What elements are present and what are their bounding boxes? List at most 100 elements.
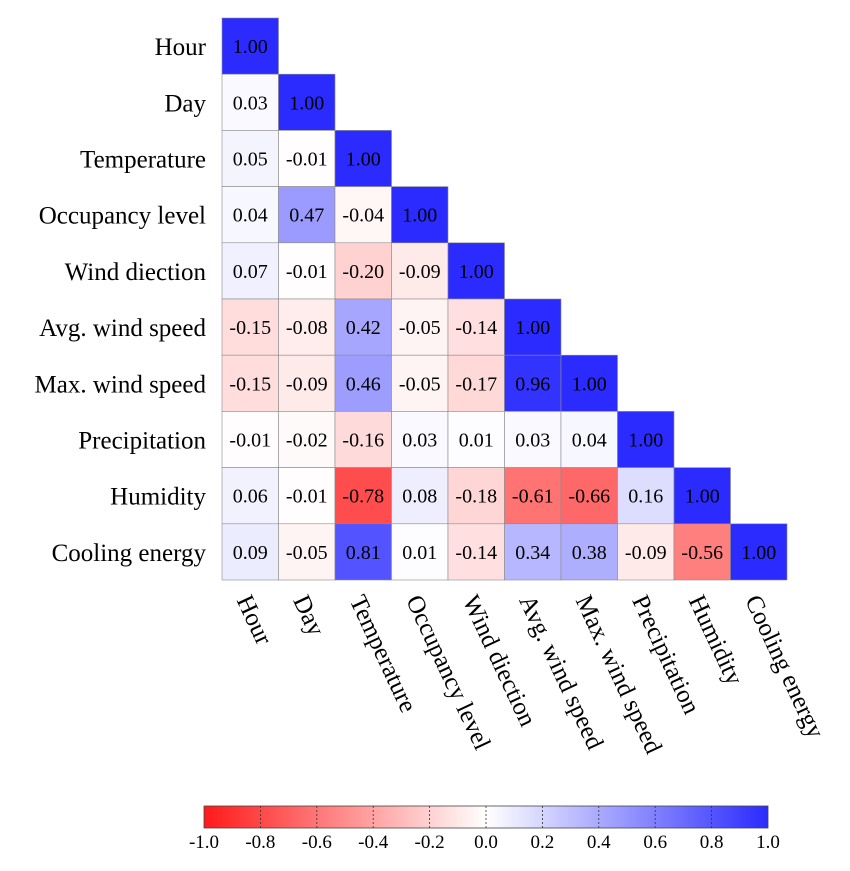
cell-value-label: 0.04	[572, 430, 607, 452]
cell-value-label: 0.96	[515, 373, 550, 395]
column-label: Hour	[231, 591, 277, 650]
cell-value-label: 0.05	[233, 149, 268, 171]
cell-value-label: 0.46	[346, 373, 381, 395]
cell-value-label: -0.14	[455, 317, 497, 339]
heatmap-cell	[221, 411, 279, 468]
colorbar-tick-label: -0.4	[358, 832, 389, 853]
cell-value-label: 0.38	[572, 542, 607, 564]
heatmap-cell	[278, 130, 336, 187]
cell-value-label: 0.09	[233, 542, 268, 564]
cell-value-label: -0.56	[681, 542, 723, 564]
row-label: Avg. wind speed	[39, 315, 206, 342]
row-label: Hour	[155, 34, 207, 61]
colorbar-tick-label: 0.0	[474, 832, 498, 853]
cell-value-label: 1.00	[628, 430, 663, 452]
cell-value-label: 0.03	[233, 92, 268, 114]
cell-value-label: -0.05	[286, 542, 328, 564]
cell-value-label: 1.00	[402, 205, 437, 227]
heatmap-cell	[278, 242, 336, 300]
colorbar-tick-label: -1.0	[189, 832, 219, 853]
colorbar-tick-label: -0.6	[302, 832, 332, 853]
heatmap-cell	[221, 298, 279, 356]
cell-value-label: -0.09	[625, 542, 667, 564]
heatmap-cell	[504, 298, 562, 356]
heatmap-cell	[221, 467, 279, 525]
colorbar-gradient	[203, 805, 769, 829]
heatmap-cell	[504, 354, 562, 412]
row-label: Day	[164, 90, 206, 117]
column-label: Humidity	[683, 591, 748, 690]
cell-value-label: -0.05	[399, 373, 441, 395]
cell-value-label: 1.00	[572, 373, 607, 395]
heatmap-cell	[221, 130, 279, 187]
cell-value-label: 0.07	[233, 261, 268, 283]
cell-value-label: -0.18	[455, 486, 497, 508]
heatmap-cell	[504, 523, 562, 581]
row-label: Humidity	[110, 484, 206, 511]
cell-value-label: -0.04	[342, 205, 384, 227]
heatmap-cell	[278, 73, 336, 131]
heatmap-cells: 1.00 0.03 1.00 0.05 -0.01 1.00 0.04 0.47 -0.04 1.…	[221, 17, 788, 581]
cell-value-label: 0.08	[402, 486, 437, 508]
heatmap-cell	[221, 73, 279, 131]
cell-value-label: -0.16	[342, 430, 384, 452]
colorbar-tick-label: 0.8	[700, 832, 724, 853]
cell-value-label: -0.09	[286, 373, 328, 395]
heatmap-cell	[334, 411, 392, 468]
column-label: Cooling energy	[739, 591, 829, 743]
cell-value-label: -0.78	[342, 486, 384, 508]
cell-value-label: 1.00	[233, 36, 268, 58]
row-labels: Hour Day Temperature Occupancy level Wind di…	[35, 34, 207, 567]
colorbar-tick-label: 0.6	[643, 832, 667, 853]
colorbar: -1.0 -0.8 -0.6 -0.4 -0.2 0.0 0.2 0.4 0.6 0.8 1.0	[189, 805, 780, 853]
cell-value-label: -0.66	[568, 486, 610, 508]
cell-value-label: 0.81	[346, 542, 381, 564]
heatmap-cell	[560, 354, 618, 412]
cell-value-label: 0.03	[515, 430, 550, 452]
cell-value-label: 1.00	[741, 542, 776, 564]
cell-value-label: -0.14	[455, 542, 497, 564]
row-label: Occupancy level	[39, 203, 206, 230]
cell-value-label: -0.08	[286, 317, 328, 339]
heatmap-cell	[334, 467, 392, 525]
heatmap-cell	[730, 523, 788, 581]
heatmap-cell	[391, 186, 449, 244]
cell-value-label: 0.47	[289, 205, 324, 227]
cell-value-label: 0.16	[628, 486, 663, 508]
heatmap-cell	[334, 298, 392, 356]
heatmap-cell	[504, 467, 562, 525]
cell-value-label: 1.00	[685, 486, 720, 508]
cell-value-label: -0.01	[229, 430, 271, 452]
cell-value-label: -0.61	[512, 486, 554, 508]
cell-value-label: 0.06	[233, 486, 268, 508]
cell-value-label: -0.20	[342, 261, 384, 283]
cell-value-label: 0.04	[233, 205, 268, 227]
heatmap-cell	[391, 354, 449, 412]
heatmap-cell	[334, 242, 392, 300]
colorbar-tick-label: -0.8	[245, 832, 275, 853]
colorbar-tick-label: 1.0	[756, 832, 780, 853]
cell-value-label: -0.01	[286, 261, 328, 283]
cell-value-label: -0.05	[399, 317, 441, 339]
heatmap-cell	[560, 467, 618, 525]
cell-value-label: -0.17	[455, 373, 497, 395]
row-label: Max. wind speed	[35, 371, 207, 398]
heatmap-cell	[673, 523, 731, 581]
heatmap-cell	[447, 242, 505, 300]
cell-value-label: 1.00	[289, 92, 324, 114]
heatmap-cell	[221, 523, 279, 581]
heatmap-cell	[278, 186, 336, 244]
heatmap-cell	[221, 354, 279, 412]
column-label: Day	[287, 591, 329, 641]
cell-value-label: 0.42	[346, 317, 381, 339]
heatmap-cell	[391, 523, 449, 581]
cell-value-label: -0.01	[286, 149, 328, 171]
cell-value-label: -0.15	[229, 373, 271, 395]
cell-value-label: 0.03	[402, 430, 437, 452]
heatmap-cell	[447, 523, 505, 581]
cell-value-label: -0.02	[286, 430, 328, 452]
heatmap-cell	[617, 411, 675, 468]
row-label: Precipitation	[78, 428, 206, 455]
cell-value-label: -0.15	[229, 317, 271, 339]
